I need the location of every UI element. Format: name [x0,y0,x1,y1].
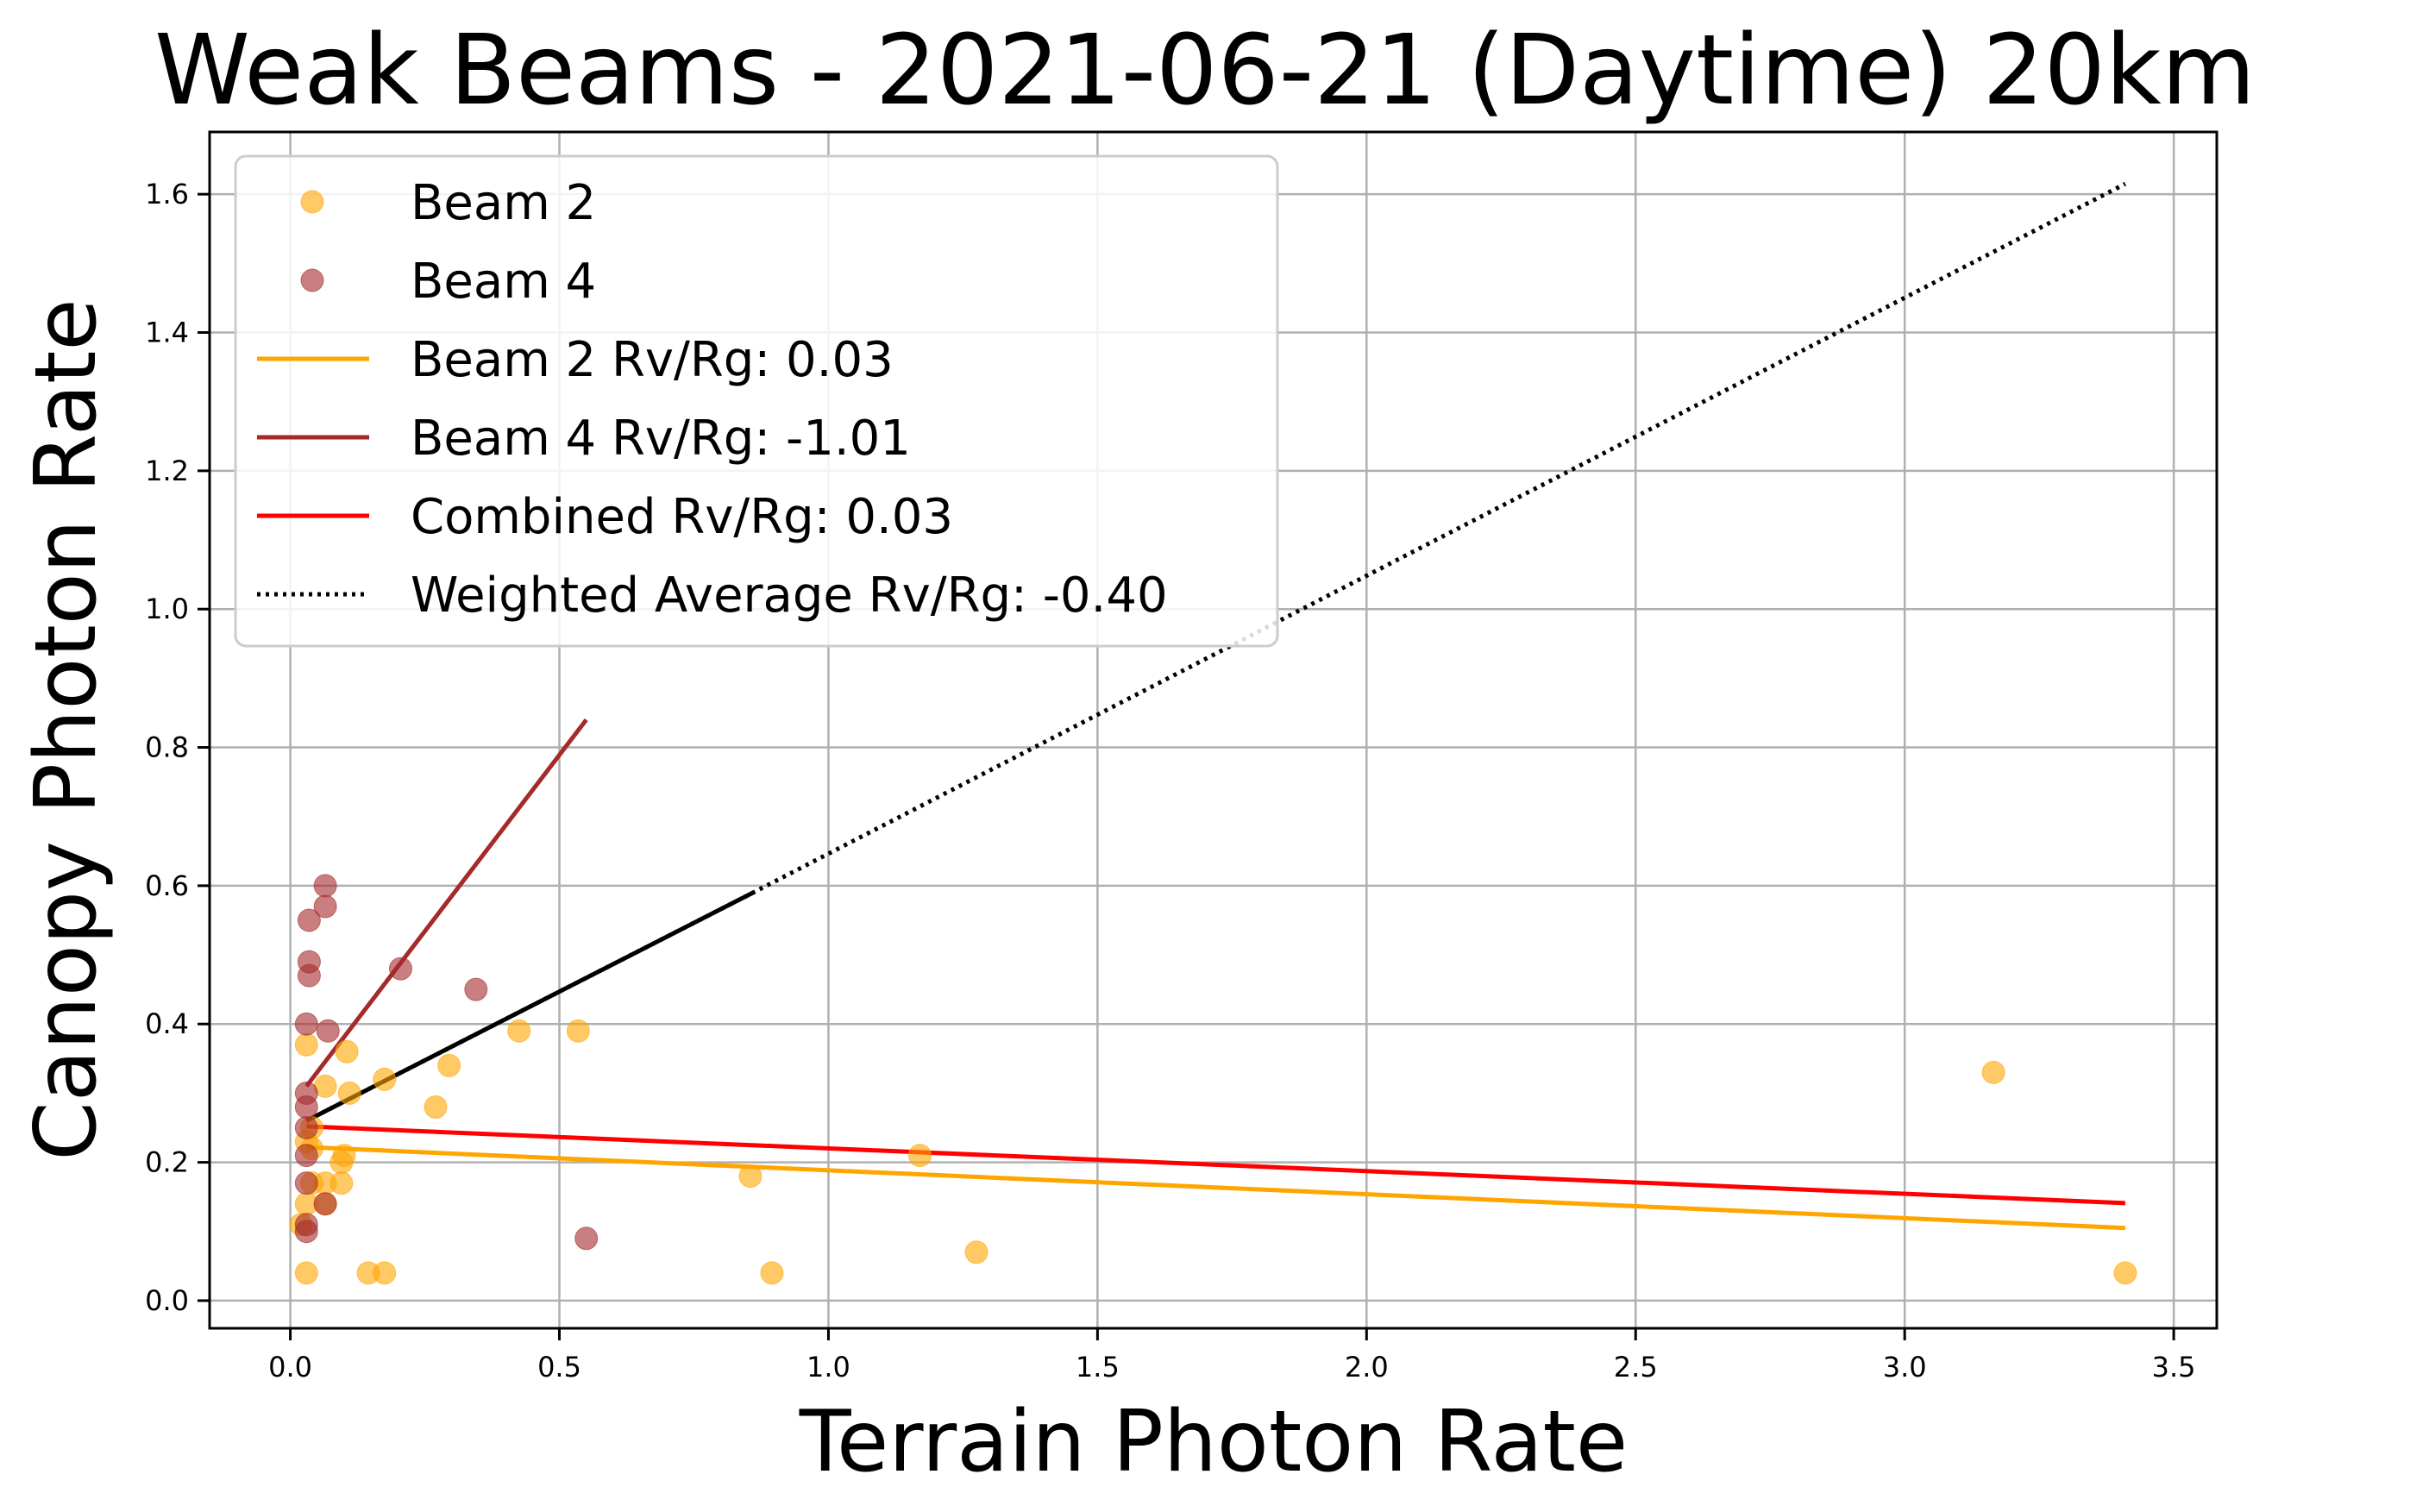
legend-entry-beam-4-label: Beam 4 [411,254,596,310]
y-tick-label: 0.6 [145,869,189,902]
beam-4-point [297,908,321,932]
beam-4-point [294,1171,318,1195]
y-tick-label: 0.4 [145,1007,189,1040]
legend-entry-beam-2-label: Beam 2 [411,175,596,231]
legend: Beam 2 Beam 4 Beam 2 Rv/Rg: 0.03 Beam 4 Rv/… [234,154,1279,648]
legend-beam-4-fit-line-label: Beam 4 Rv/Rg: -1.01 [411,411,911,467]
beam-2-point [294,1261,318,1285]
beam-4-point [313,894,337,919]
x-tick-label: 0.5 [537,1351,581,1383]
x-tick-label: 1.0 [806,1351,850,1383]
legend-combined-fit-line-label: Combined Rv/Rg: 0.03 [411,489,953,545]
legend-entry-beam-4-marker [300,268,324,292]
x-tick-label: 0.0 [268,1351,312,1383]
beam-4-point [294,1012,318,1036]
y-tick-label: 0.0 [145,1284,189,1317]
beam-2-point [294,1032,318,1057]
beam-4-point [574,1227,599,1251]
x-axis-label: Terrain Photon Rate [799,1393,1628,1491]
legend-beam-2-fit-line-label: Beam 2 Rv/Rg: 0.03 [411,332,894,388]
beam-4-point [316,1019,340,1043]
legend-weighted-average-line-label: Weighted Average Rv/Rg: -0.40 [411,568,1168,624]
plot-frame [208,130,2219,1330]
combined-fit-line [306,1124,2126,1206]
beam-2-point [437,1053,461,1077]
y-tick-label: 1.6 [145,178,189,210]
legend-entry-beam-2-marker [300,190,324,214]
y-tick-label: 1.0 [145,593,189,625]
x-axis-ticks: 0.0 0.5 1.0 1.5 2.0 2.5 3.0 3.5 [268,1328,2196,1383]
beam-2-point [337,1081,361,1105]
beam-2-point [760,1261,784,1285]
x-tick-label: 2.0 [1345,1351,1389,1383]
beam-2-point [373,1067,397,1091]
beam-2-point [907,1144,932,1168]
beam-4-point [294,1144,318,1168]
y-tick-label: 1.4 [145,317,189,349]
beam-2-point [738,1164,763,1189]
beam-2-fit-line [306,1145,2126,1231]
beam-2-point [332,1144,356,1168]
beam-4-point [294,1081,318,1105]
beam-4-point [294,1115,318,1139]
beam-4-point [294,1213,318,1237]
x-tick-label: 2.5 [1614,1351,1658,1383]
y-tick-label: 1.2 [145,455,189,487]
beam-4-point [313,874,337,898]
beam-2-point [1981,1060,2005,1084]
chart-title: Weak Beams - 2021-06-21 (Daytime) 20km [154,15,2256,127]
y-tick-label: 0.8 [145,731,189,764]
beam-2-point [424,1095,448,1119]
beam-4-point [297,950,321,974]
beam-2-point [566,1019,590,1043]
legend-box [234,154,1279,648]
beam-2-point [329,1171,354,1195]
y-tick-label: 0.2 [145,1146,189,1179]
beam-4-point [313,1192,337,1216]
y-axis-label: Canopy Photon Rate [17,298,116,1160]
x-tick-label: 1.5 [1076,1351,1120,1383]
y-axis-ticks: 0.0 0.2 0.4 0.6 0.8 1.0 1.2 1.4 1.6 [145,178,210,1317]
beam-2-point [335,1039,359,1063]
scatter-points [289,874,2137,1285]
beam-4-fit-line [304,718,588,1088]
beam-2-point [2113,1261,2137,1285]
beam-2-point [373,1261,397,1285]
beam-4-point [464,977,488,1001]
beam-2-point [507,1019,531,1043]
x-tick-label: 3.5 [2152,1351,2196,1383]
beam-4-point [388,957,412,981]
beam-2-point [964,1240,988,1264]
x-tick-label: 3.0 [1883,1351,1927,1383]
